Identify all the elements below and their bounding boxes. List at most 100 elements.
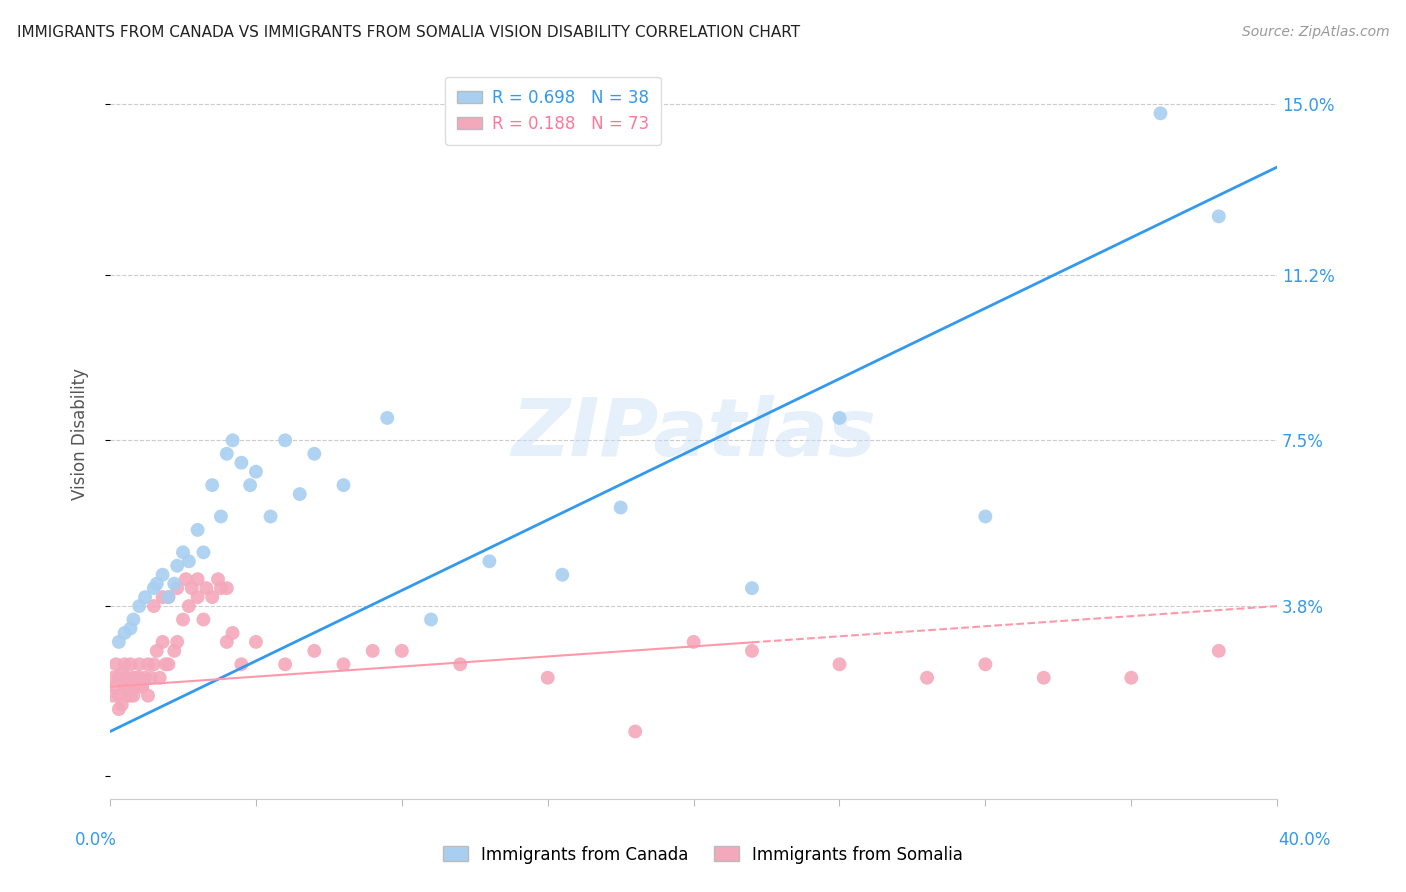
Point bbox=[361, 644, 384, 658]
Point bbox=[155, 657, 177, 672]
Point bbox=[117, 671, 139, 685]
Y-axis label: Vision Disability: Vision Disability bbox=[72, 368, 89, 500]
Point bbox=[111, 698, 134, 712]
Point bbox=[163, 644, 186, 658]
Point bbox=[274, 434, 297, 448]
Point bbox=[682, 635, 704, 649]
Point bbox=[201, 590, 224, 604]
Point bbox=[245, 635, 267, 649]
Point bbox=[215, 635, 238, 649]
Text: IMMIGRANTS FROM CANADA VS IMMIGRANTS FROM SOMALIA VISION DISABILITY CORRELATION : IMMIGRANTS FROM CANADA VS IMMIGRANTS FRO… bbox=[17, 25, 800, 40]
Point bbox=[215, 447, 238, 461]
Legend: Immigrants from Canada, Immigrants from Somalia: Immigrants from Canada, Immigrants from … bbox=[436, 839, 970, 871]
Point bbox=[134, 671, 156, 685]
Text: 40.0%: 40.0% bbox=[1278, 831, 1331, 849]
Point bbox=[125, 680, 148, 694]
Point bbox=[101, 671, 124, 685]
Point bbox=[187, 590, 209, 604]
Point bbox=[177, 599, 200, 613]
Point bbox=[142, 599, 165, 613]
Point bbox=[741, 581, 763, 595]
Point bbox=[114, 680, 136, 694]
Point bbox=[207, 572, 229, 586]
Point bbox=[221, 434, 243, 448]
Point bbox=[304, 644, 326, 658]
Point bbox=[108, 635, 131, 649]
Point bbox=[114, 626, 136, 640]
Point bbox=[187, 523, 209, 537]
Point bbox=[304, 447, 326, 461]
Point bbox=[172, 545, 194, 559]
Point bbox=[122, 689, 145, 703]
Point bbox=[201, 478, 224, 492]
Point bbox=[128, 657, 150, 672]
Point bbox=[114, 657, 136, 672]
Point bbox=[172, 613, 194, 627]
Point bbox=[231, 657, 253, 672]
Point bbox=[108, 702, 131, 716]
Point bbox=[209, 509, 232, 524]
Point bbox=[120, 689, 142, 703]
Point bbox=[215, 581, 238, 595]
Point bbox=[136, 689, 159, 703]
Point bbox=[231, 456, 253, 470]
Point bbox=[145, 576, 167, 591]
Point bbox=[125, 671, 148, 685]
Point bbox=[177, 554, 200, 568]
Point bbox=[239, 478, 262, 492]
Legend: R = 0.698   N = 38, R = 0.188   N = 73: R = 0.698 N = 38, R = 0.188 N = 73 bbox=[446, 77, 661, 145]
Point bbox=[193, 545, 215, 559]
Point bbox=[108, 689, 131, 703]
Point bbox=[142, 581, 165, 595]
Point bbox=[101, 689, 124, 703]
Point bbox=[624, 724, 647, 739]
Point bbox=[537, 671, 560, 685]
Point bbox=[1208, 644, 1230, 658]
Point bbox=[114, 680, 136, 694]
Point bbox=[828, 657, 851, 672]
Point bbox=[974, 657, 997, 672]
Point bbox=[245, 465, 267, 479]
Point bbox=[332, 657, 354, 672]
Point bbox=[221, 626, 243, 640]
Point bbox=[122, 671, 145, 685]
Point bbox=[449, 657, 471, 672]
Point bbox=[122, 613, 145, 627]
Text: Source: ZipAtlas.com: Source: ZipAtlas.com bbox=[1241, 25, 1389, 39]
Point bbox=[1208, 210, 1230, 224]
Point bbox=[120, 680, 142, 694]
Point bbox=[111, 666, 134, 681]
Point bbox=[828, 411, 851, 425]
Point bbox=[104, 657, 127, 672]
Point bbox=[166, 581, 188, 595]
Point bbox=[180, 581, 202, 595]
Point bbox=[166, 635, 188, 649]
Text: 0.0%: 0.0% bbox=[75, 831, 117, 849]
Point bbox=[149, 671, 172, 685]
Point bbox=[1121, 671, 1143, 685]
Point bbox=[609, 500, 631, 515]
Point bbox=[478, 554, 501, 568]
Point bbox=[152, 567, 174, 582]
Point bbox=[108, 671, 131, 685]
Point bbox=[174, 572, 197, 586]
Point bbox=[195, 581, 218, 595]
Point bbox=[128, 671, 150, 685]
Point bbox=[193, 613, 215, 627]
Point bbox=[915, 671, 938, 685]
Point bbox=[104, 680, 127, 694]
Point bbox=[142, 657, 165, 672]
Point bbox=[391, 644, 413, 658]
Point bbox=[166, 558, 188, 573]
Point bbox=[120, 622, 142, 636]
Point bbox=[157, 590, 180, 604]
Point bbox=[187, 572, 209, 586]
Point bbox=[741, 644, 763, 658]
Point bbox=[375, 411, 398, 425]
Point bbox=[332, 478, 354, 492]
Point bbox=[120, 657, 142, 672]
Text: ZIPatlas: ZIPatlas bbox=[512, 394, 876, 473]
Point bbox=[117, 689, 139, 703]
Point bbox=[157, 590, 180, 604]
Point bbox=[420, 613, 443, 627]
